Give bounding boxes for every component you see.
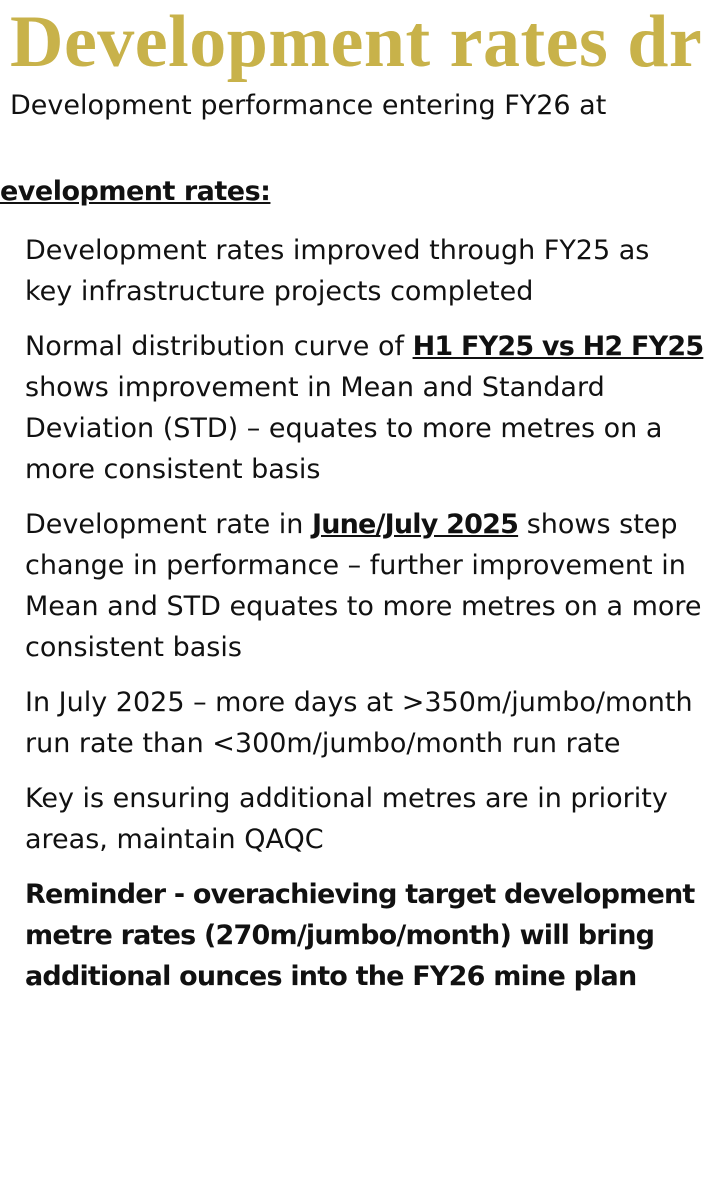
title: Development rates dr (10, 1, 703, 83)
bullet-emphasis: H1 FY25 vs H2 FY25 (412, 331, 705, 362)
bullet: Key is ensuring additional metres are in… (25, 778, 705, 860)
bullet-text: In July 2025 – more days at >350m/jumbo/… (25, 687, 693, 759)
bullet-text: Key is ensuring additional metres are in… (25, 783, 668, 855)
bullet-reminder: Reminder - overachieving target developm… (25, 879, 695, 992)
bullet-list: Development rates improved through FY25 … (25, 230, 705, 1011)
bullet-text: Development rate in (25, 509, 312, 540)
bullet-text: Development rates improved through FY25 … (25, 235, 650, 307)
bullet: Development rate in June/July 2025 shows… (25, 504, 705, 668)
subtitle: Development performance entering FY26 at (10, 90, 607, 121)
bullet: Normal distribution curve of H1 FY25 vs … (25, 326, 705, 490)
bullet-text: Normal distribution curve of (25, 331, 413, 362)
bullet-emphasis: June/July 2025 (311, 509, 519, 540)
bullet-text: shows step change in performance – furth… (25, 509, 702, 663)
bullet: Reminder - overachieving target developm… (25, 874, 705, 997)
bullet: In July 2025 – more days at >350m/jumbo/… (25, 682, 705, 764)
section-heading: evelopment rates: (0, 176, 271, 207)
bullet-text: shows improvement in Mean and Standard D… (25, 372, 663, 485)
bullet: Development rates improved through FY25 … (25, 230, 705, 312)
